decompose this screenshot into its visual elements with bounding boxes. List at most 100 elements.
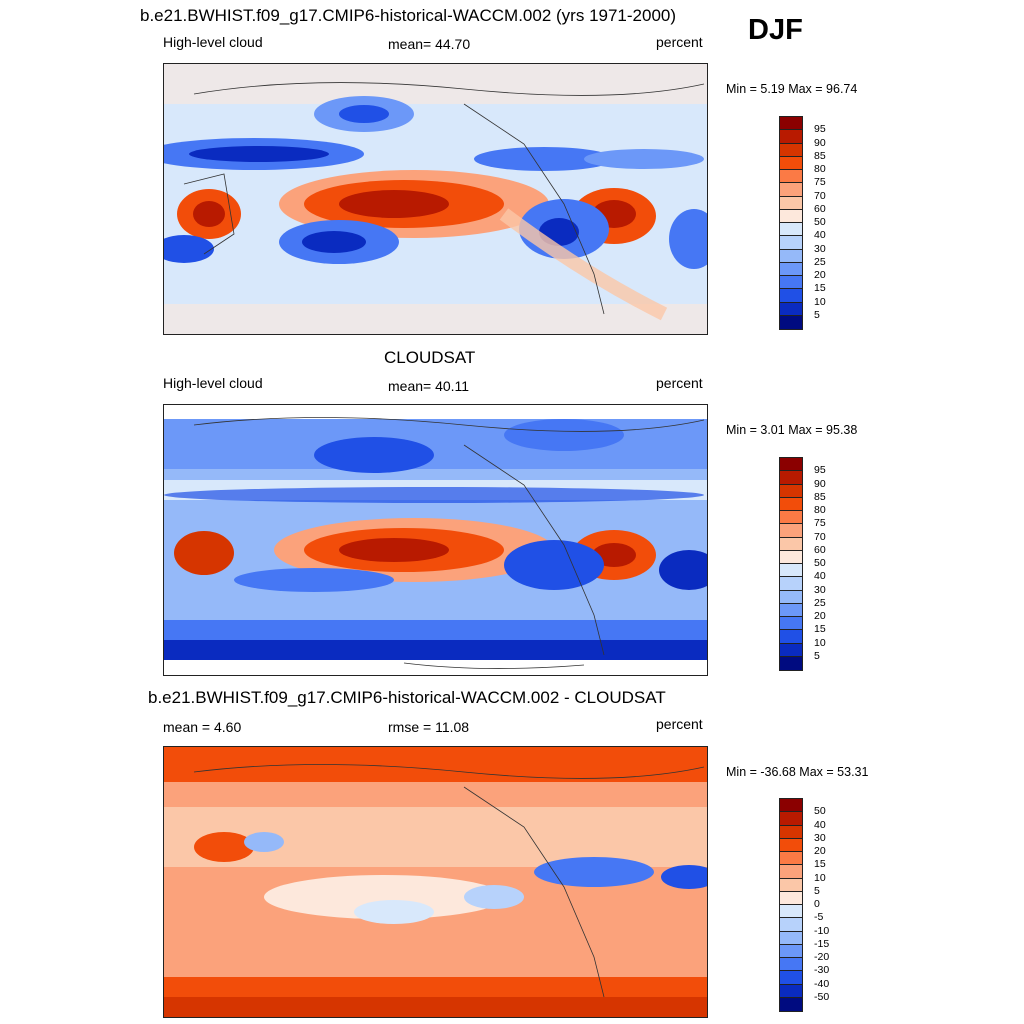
min-max-readout: Min = 5.19 Max = 96.74	[726, 82, 858, 96]
legend-swatch	[780, 209, 802, 223]
legend-tick-label: 15	[814, 858, 826, 871]
legend-swatch	[780, 971, 802, 985]
legend-swatch	[780, 577, 802, 591]
min-max-readout: Min = 3.01 Max = 95.38	[726, 423, 858, 437]
legend-tick-label: 50	[814, 805, 826, 818]
panel-left-label: High-level cloud	[163, 375, 263, 391]
legend-swatch	[780, 262, 802, 276]
legend-tick-label: 40	[814, 229, 826, 242]
panel-title: CLOUDSAT	[384, 348, 476, 367]
legend-swatch	[780, 484, 802, 498]
legend-swatch	[780, 302, 802, 316]
panel-title: b.e21.BWHIST.f09_g17.CMIP6-historical-WA…	[140, 6, 677, 25]
legend-swatch	[780, 931, 802, 945]
legend-swatch	[780, 249, 802, 263]
legend-tick-label: 50	[814, 216, 826, 228]
panel-rmse: rmse = 11.08	[388, 719, 470, 735]
legend-tick-label: 90	[814, 477, 826, 490]
legend-tick-label: -5	[814, 911, 824, 924]
legend-swatch	[780, 130, 802, 144]
legend-swatch	[780, 471, 802, 485]
legend-swatch	[780, 315, 802, 329]
panel-left-label: High-level cloud	[163, 34, 263, 50]
color-legend-bar	[779, 798, 803, 1012]
legend-swatch	[780, 984, 802, 998]
legend-tick-label: 30	[814, 583, 826, 596]
legend-tick-label: 95	[814, 123, 826, 136]
legend-tick-label: -15	[814, 937, 830, 950]
legend-swatch	[780, 865, 802, 879]
legend-tick-label: -20	[814, 951, 830, 963]
legend-tick-label: 60	[814, 202, 826, 215]
legend-swatch	[780, 236, 802, 250]
panel-mean: mean= 40.11	[388, 378, 470, 394]
panel-mean: mean= 44.70	[388, 36, 471, 52]
legend-swatch	[780, 905, 802, 919]
legend-tick-label: -50	[814, 990, 830, 1003]
legend-tick-label: 70	[814, 530, 826, 543]
panel-units: percent	[656, 34, 703, 50]
legend-tick-label: 20	[814, 269, 826, 281]
season-label: DJF	[748, 14, 803, 46]
legend-swatch	[780, 812, 802, 826]
legend-tick-label: 60	[814, 543, 826, 556]
legend-tick-label: -40	[814, 977, 830, 990]
legend-swatch	[780, 958, 802, 972]
legend-tick-label: 20	[814, 610, 826, 622]
legend-swatch	[780, 564, 802, 578]
legend-swatch	[780, 891, 802, 905]
legend-tick-label: 80	[814, 163, 826, 175]
legend-swatch	[780, 183, 802, 197]
legend-tick-label: 10	[814, 871, 826, 884]
legend-tick-label: 15	[814, 623, 826, 636]
legend-tick-label: 10	[814, 295, 826, 308]
legend-tick-label: 85	[814, 149, 826, 162]
legend-swatch	[780, 156, 802, 170]
legend-swatch	[780, 276, 802, 290]
color-legend-bar	[779, 116, 803, 330]
legend-tick-label: 5	[814, 884, 820, 897]
panel-units: percent	[656, 375, 703, 391]
legend-tick-label: 90	[814, 136, 826, 149]
legend-tick-label: 25	[814, 255, 826, 268]
legend-swatch	[780, 196, 802, 210]
legend-swatch	[780, 944, 802, 958]
legend-swatch	[780, 511, 802, 525]
color-legend-bar	[779, 457, 803, 671]
legend-tick-label: 30	[814, 831, 826, 844]
legend-tick-label: 25	[814, 596, 826, 609]
legend-tick-label: 5	[814, 649, 820, 662]
legend-swatch	[780, 170, 802, 184]
legend-swatch	[780, 497, 802, 511]
min-max-readout: Min = -36.68 Max = 53.31	[726, 765, 869, 779]
legend-swatch	[780, 918, 802, 932]
legend-swatch	[780, 603, 802, 617]
legend-tick-label: 75	[814, 176, 826, 189]
legend-swatch	[780, 878, 802, 892]
legend-swatch	[780, 617, 802, 631]
legend-tick-label: -10	[814, 924, 830, 937]
legend-tick-label: 85	[814, 490, 826, 503]
legend-tick-label: 50	[814, 557, 826, 569]
legend-tick-label: 40	[814, 818, 826, 831]
legend-swatch	[780, 550, 802, 564]
legend-tick-label: 70	[814, 189, 826, 202]
legend-tick-label: 5	[814, 308, 820, 321]
contour-map	[163, 746, 708, 1018]
legend-swatch	[780, 799, 802, 813]
contour-map	[163, 404, 708, 676]
legend-swatch	[780, 630, 802, 644]
legend-tick-label: 30	[814, 242, 826, 255]
legend-tick-label: 0	[814, 898, 820, 910]
panel-left-label: mean = 4.60	[163, 719, 242, 735]
legend-swatch	[780, 458, 802, 472]
legend-swatch	[780, 117, 802, 131]
legend-tick-label: -30	[814, 964, 830, 977]
legend-swatch	[780, 537, 802, 551]
legend-tick-label: 40	[814, 570, 826, 583]
legend-swatch	[780, 590, 802, 604]
legend-swatch	[780, 656, 802, 670]
panel-units: percent	[656, 716, 703, 732]
legend-swatch	[780, 223, 802, 237]
legend-swatch	[780, 852, 802, 866]
